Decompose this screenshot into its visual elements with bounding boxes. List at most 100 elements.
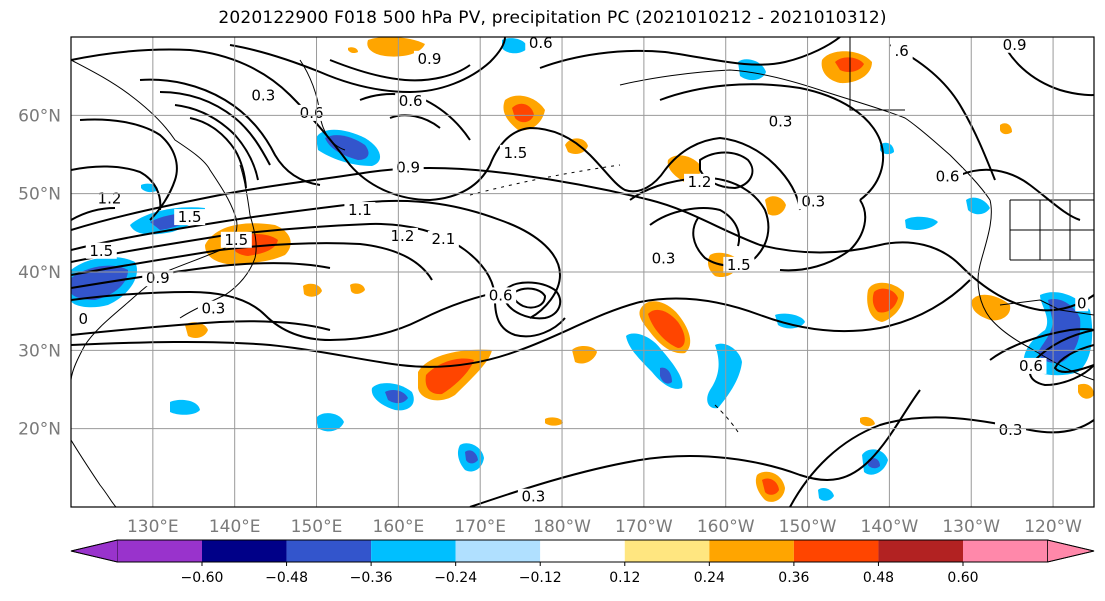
contour-label: 1.2 [688,173,712,191]
pv-contour [389,114,441,129]
contour-label-bg [932,168,964,185]
pv-contours [71,37,1094,507]
colorbar-tick-label: −0.12 [519,570,562,586]
border-usa-mexico [999,299,1094,316]
lon-tick-label: 150°W [779,517,837,537]
border-alaska-canada [849,37,905,111]
contour-label: 0.6 [529,34,553,52]
contour-label-bg [413,50,445,67]
pv-contour [779,199,867,272]
colorbar-swatch [963,540,1048,562]
precip-negative-patch [775,313,805,329]
precip-positive-patch [565,138,588,154]
pv-contour [789,416,1094,507]
pv-contour [659,83,885,201]
contour-label-bg [999,37,1031,53]
precip-positive-patch [303,283,322,297]
latitude-axis: 20°N 30°N 40°N 50°N 60°N [18,106,61,439]
pv-contour [889,44,996,181]
contour-label: 0.3 [251,87,275,105]
contour-label-bg [427,231,459,248]
contour-label: 0.9 [1003,36,1027,54]
precip-negative-core [868,458,880,469]
contour-label-bg [1015,357,1047,374]
contour-label: 1.5 [178,208,202,226]
precip-positive-core [872,288,898,313]
precip-negative-patch [170,399,200,415]
coastline-north-america [977,199,1094,381]
colorbar-extend-low [70,539,118,563]
lon-tick-label: 140°E [209,517,261,537]
pv-contour [139,78,321,186]
contour-label: 1.2 [391,227,415,245]
lon-tick-label: 170°E [454,517,506,537]
precip-positive-patch [545,417,563,426]
map-frame [70,36,1095,508]
lon-tick-label: 130°W [942,517,1000,537]
precip-positive-core [648,309,685,348]
contour-label-bg [197,300,229,317]
lon-tick-label: 160°W [697,517,755,537]
colorbar-swatch [286,540,372,562]
contour-label-bg [684,173,716,190]
colorbar-tick-label: −0.60 [181,570,224,586]
colorbar-swatch [371,540,456,562]
contour-label-bg [485,287,517,304]
pv-contour [1028,329,1094,387]
contour-label: 0.3 [652,250,676,268]
pv-contour [71,207,116,221]
precip-negative-patch [966,197,990,215]
precip-negative-patch [502,38,528,54]
colorbar-swatch [117,540,202,562]
contour-label-bg [765,113,797,130]
precip-positive-patch [185,322,208,338]
colorbar-tick-label: 0.36 [778,570,809,586]
colorbar-tick-label: 0.60 [947,570,978,586]
precip-positive-patch [860,416,875,427]
colorbar-swatch [624,540,710,562]
contour-label-bg [723,256,755,273]
contour-label: .6 [895,42,909,60]
lon-tick-label: 140°W [861,517,919,537]
contour-label-bg [525,37,557,52]
contour-label: 0.6 [489,286,513,304]
pv-contour [71,199,562,319]
lon-tick-label: 170°W [615,517,673,537]
contour-label-bg [797,193,829,210]
contour-label-bg [76,310,90,327]
contour-label-bg [386,227,418,244]
coastline-asia [71,59,238,381]
contour-label-bg [395,93,427,110]
contour-label: 0.3 [769,113,793,131]
pv-contour [79,118,178,221]
colorbar-tick-label: −0.36 [350,570,393,586]
colorbar-swatch [709,540,794,562]
colorbar-tick-label: 0.48 [863,570,894,586]
contour-label-bg [890,43,913,60]
pv-contour [999,37,1094,97]
precip-positive-core [762,478,779,495]
contour-label: 0.9 [418,50,442,68]
pv-contour [71,165,162,211]
graticule [71,37,1094,507]
colorbar-outline [70,539,1095,563]
contour-label: 0.3 [201,300,225,318]
colorbar: −0.60 −0.48 −0.36 −0.24 −0.12 0.12 0.24 0.36 0.4… [70,539,1095,586]
colorbar-swatch [455,540,541,562]
colorbar-swatch [202,540,287,562]
precip-negative-core [465,450,478,464]
lat-tick-label: 60°N [18,106,61,126]
contour-label: 0.6 [300,104,324,122]
pv-contour [989,328,1094,361]
contour-label: 0.6 [1019,357,1043,375]
contour-label-bg [174,209,206,226]
lon-tick-label: 160°E [373,517,425,537]
contour-label: 0.9 [146,269,170,287]
contour-label: 0.3 [801,192,825,210]
contour-label: 1.5 [503,144,527,162]
contour-label-bg [93,190,125,207]
precip-negative-patch [707,343,742,409]
coastlines [71,37,1094,507]
contour-label-bg [517,488,549,505]
